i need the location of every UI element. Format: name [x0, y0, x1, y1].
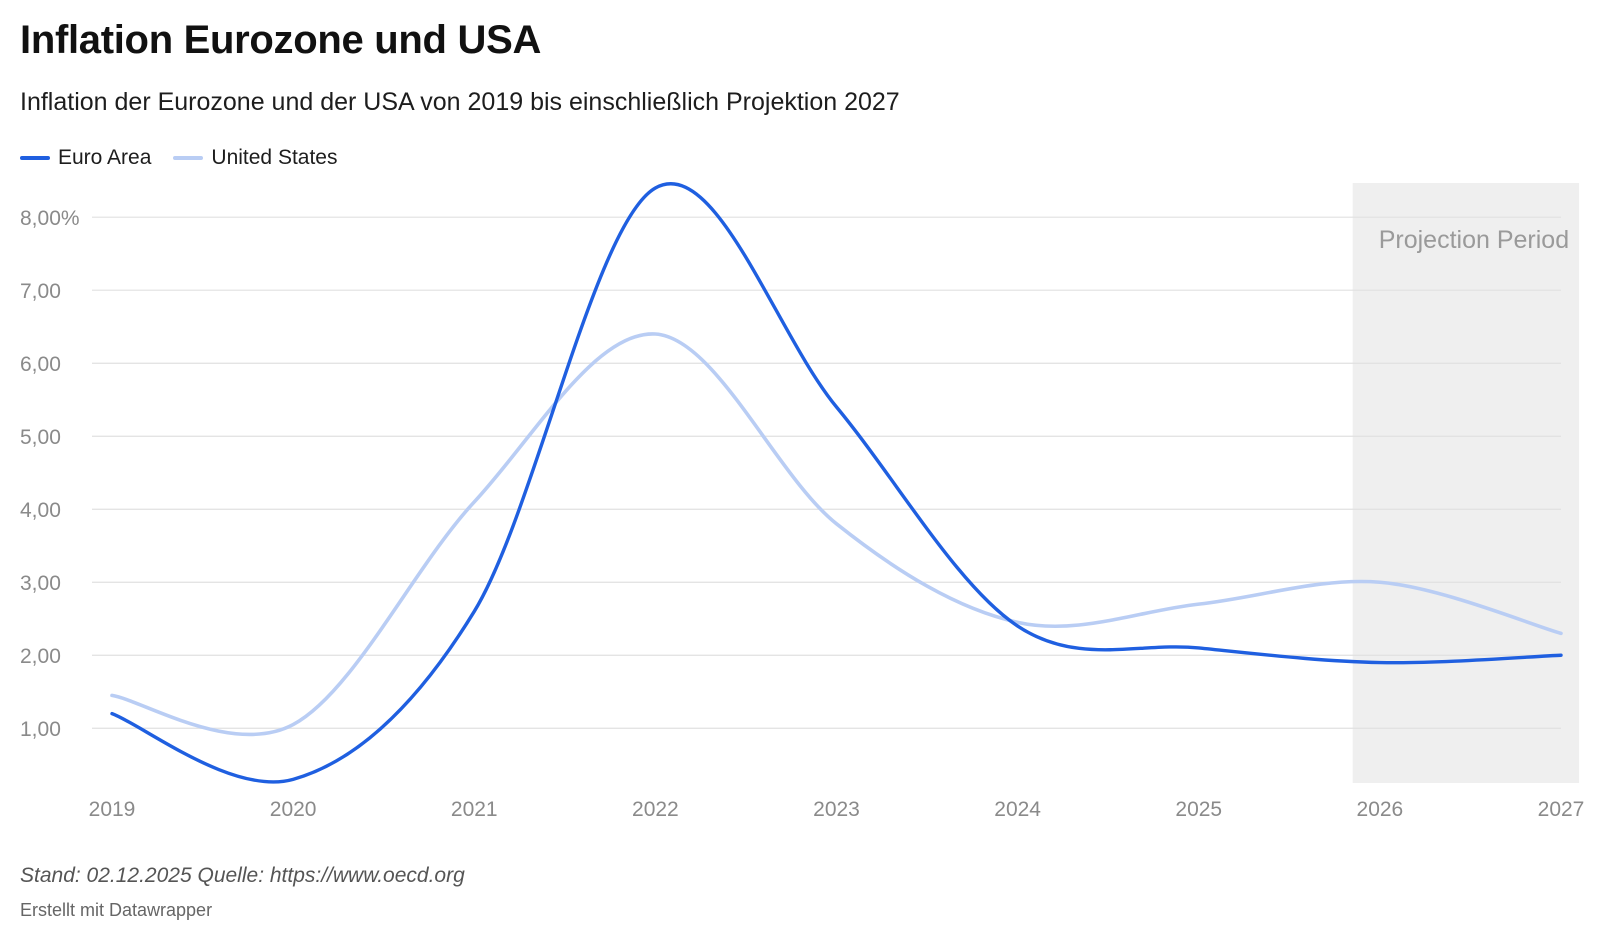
y-tick-label: 1,00 [20, 718, 61, 741]
x-tick-label: 2021 [451, 798, 498, 821]
y-tick-label: 3,00 [20, 572, 61, 595]
y-tick-label: 7,00 [20, 280, 61, 303]
legend-label-euro-area: Euro Area [58, 146, 152, 169]
series-line-united-states [110, 332, 1563, 737]
legend-label-united-states: United States [211, 146, 338, 169]
legend-swatch-euro-area [20, 156, 50, 160]
chart-subtitle: Inflation der Eurozone und der USA von 2… [20, 88, 900, 116]
credit-note: Erstellt mit Datawrapper [20, 900, 213, 920]
x-tick-label: 2019 [89, 798, 136, 821]
y-tick-label: 2,00 [20, 645, 61, 668]
x-tick-label: 2024 [994, 798, 1041, 821]
legend-item-united-states: United States [173, 146, 337, 170]
x-tick-label: 2020 [270, 798, 317, 821]
x-tick-label: 2027 [1538, 798, 1585, 821]
x-tick-label: 2026 [1357, 798, 1404, 821]
x-tick-label: 2022 [632, 798, 679, 821]
x-tick-label: 2023 [813, 798, 860, 821]
projection-region-label: Projection Period [1379, 226, 1569, 254]
series-line-euro-area [110, 182, 1563, 784]
legend-swatch-united-states [173, 156, 204, 160]
y-tick-label: 8,00% [20, 207, 80, 230]
y-tick-label: 4,00 [20, 499, 61, 522]
x-tick-label: 2025 [1175, 798, 1222, 821]
source-note: Stand: 02.12.2025 Quelle: https://www.oe… [20, 864, 465, 887]
y-tick-label: 6,00 [20, 353, 61, 376]
projection-region [1352, 183, 1580, 783]
y-tick-label: 5,00 [20, 426, 61, 449]
legend: Euro Area United States [20, 146, 359, 170]
chart-title: Inflation Eurozone und USA [20, 18, 542, 62]
legend-item-euro-area: Euro Area [20, 146, 151, 170]
